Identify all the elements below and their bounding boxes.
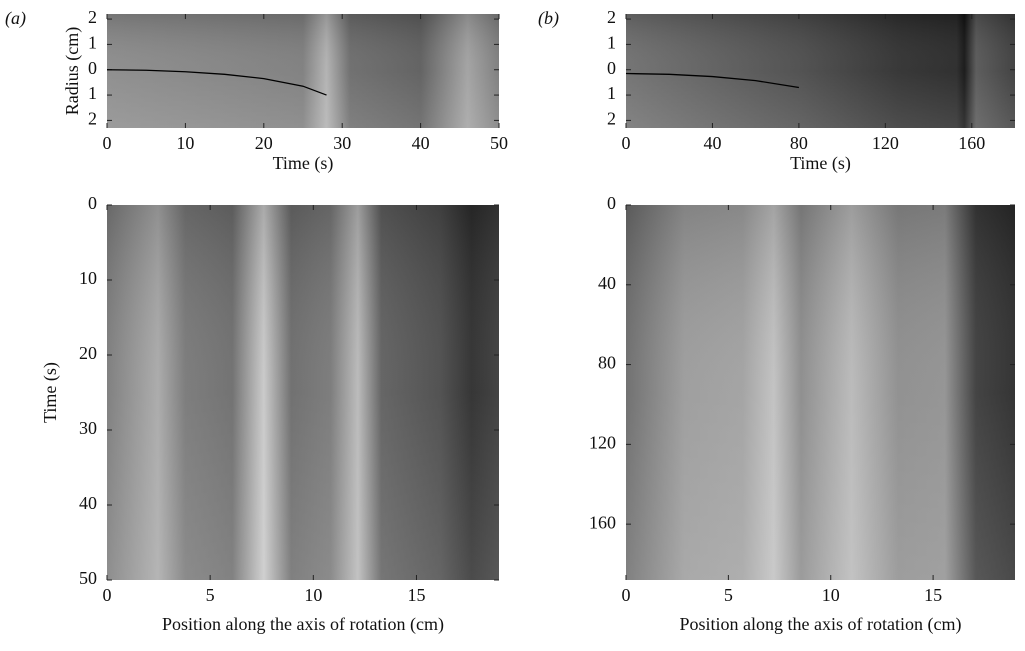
x-tick-label: 30 [333,133,351,153]
image-shading [107,205,499,580]
y-tick-label: 2 [607,7,616,27]
y-tick-label: 1 [88,33,97,53]
y-tick-label: 40 [79,493,97,513]
x-tick-label: 120 [872,133,899,153]
image-shading [626,14,1015,128]
y-tick-label: 1 [607,33,616,53]
x-tick-label: 80 [790,133,808,153]
x-tick-label: 40 [412,133,430,153]
x-tick-label: 10 [822,585,840,605]
x-tick-label: 5 [724,585,733,605]
y-tick-label: 20 [79,343,97,363]
x-tick-label: 10 [304,585,322,605]
y-tick-label: 1 [88,83,97,103]
y-tick-label: 2 [88,109,97,129]
x-tick-label: 10 [176,133,194,153]
trace-line [625,72,799,89]
x-axis-label: Position along the axis of rotation (cm) [680,614,962,635]
y-tick-label: 2 [607,109,616,129]
trace-line [106,69,327,96]
y-tick-label: 1 [607,83,616,103]
y-axis-label: Time (s) [40,362,61,423]
y-tick-label: 30 [79,418,97,438]
y-tick-label: 40 [598,273,616,293]
x-tick-label: 0 [103,585,112,605]
x-tick-label: 50 [490,133,508,153]
x-tick-label: 15 [407,585,425,605]
y-tick-label: 10 [79,268,97,288]
x-tick-label: 5 [206,585,215,605]
x-tick-label: 20 [255,133,273,153]
x-axis-label: Position along the axis of rotation (cm) [162,614,444,635]
x-axis-label: Time (s) [273,153,334,174]
x-tick-label: 0 [622,585,631,605]
y-tick-label: 0 [607,193,616,213]
image-shading [626,205,1015,580]
y-tick-label: 160 [589,512,616,532]
x-tick-label: 0 [103,133,112,153]
y-tick-label: 0 [88,58,97,78]
y-tick-label: 0 [607,58,616,78]
y-tick-label: 50 [79,568,97,588]
y-tick-label: 2 [88,7,97,27]
y-tick-label: 80 [598,353,616,373]
panel-label: (a) [5,8,26,29]
x-tick-label: 15 [924,585,942,605]
x-axis-label: Time (s) [790,153,851,174]
x-tick-label: 160 [958,133,985,153]
y-tick-label: 120 [589,432,616,452]
y-tick-label: 0 [88,193,97,213]
x-tick-label: 0 [622,133,631,153]
x-tick-label: 40 [703,133,721,153]
y-axis-label: Radius (cm) [62,27,83,115]
panel-label: (b) [538,8,559,29]
